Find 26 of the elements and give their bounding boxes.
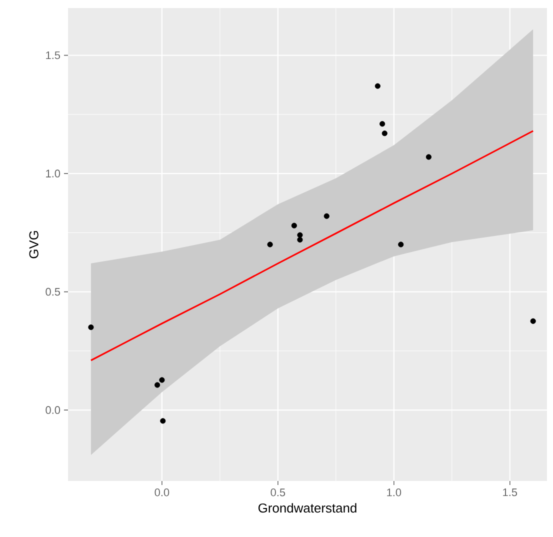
point: [88, 324, 94, 330]
point: [297, 236, 303, 243]
x-axis-title: Grondwaterstand: [258, 503, 356, 513]
point: [324, 213, 330, 219]
y-tick-label: 0.0: [46, 406, 60, 414]
x-tick-label: 0.5: [270, 488, 286, 496]
point: [154, 382, 160, 388]
y-tick-label: 1.0: [46, 170, 60, 178]
x-tick-label: 1.5: [503, 488, 518, 496]
point: [374, 83, 380, 89]
x-tick-label: 1.0: [387, 488, 402, 496]
point: [426, 154, 432, 160]
x-tick-label: 0.0: [154, 488, 170, 496]
point: [291, 222, 297, 228]
point: [267, 242, 273, 248]
point: [160, 418, 166, 424]
y-tick-label: 0.5: [46, 288, 60, 296]
point: [398, 242, 404, 248]
point: [380, 121, 386, 127]
line-series: [90, 130, 534, 362]
y-tick-label: 1.5: [46, 51, 60, 60]
point: [297, 232, 303, 238]
point: [382, 130, 388, 136]
point: [530, 318, 536, 324]
y-axis-title: GVG: [29, 231, 38, 258]
point: [159, 377, 165, 383]
